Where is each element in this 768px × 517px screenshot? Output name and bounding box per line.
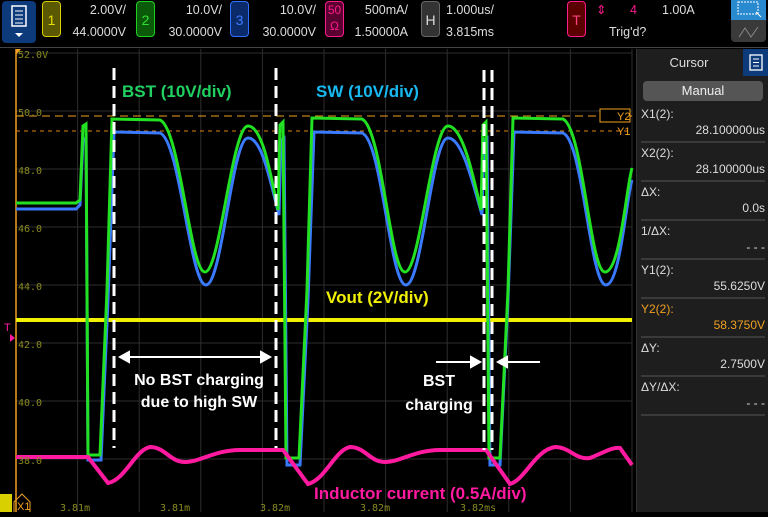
channel-3-button[interactable]: 3 xyxy=(230,1,249,37)
cursor-readout-row: ΔX: 0.0s xyxy=(641,183,765,221)
y1-marker[interactable]: Y1 xyxy=(617,126,630,138)
readout-value: 28.100000us xyxy=(695,162,765,176)
bst-charging-label: BST charging xyxy=(394,370,484,418)
zoom-box-icon xyxy=(737,1,762,18)
readout-label: X2(2): xyxy=(641,146,674,160)
vout-label: Vout (2V/div) xyxy=(326,288,429,307)
readout-value: 55.6250V xyxy=(713,279,765,293)
cursor-mode-button[interactable]: Manual xyxy=(643,81,763,101)
horizontal-button[interactable]: H xyxy=(421,1,440,37)
readout-value: 58.3750V xyxy=(713,318,765,332)
readout-label: Y2(2): xyxy=(641,302,674,316)
trigger-edge-icon: ⇕ xyxy=(596,3,607,17)
bst-charging-line1: BST xyxy=(423,373,455,390)
trigger-level-marker[interactable]: T xyxy=(4,322,11,334)
no-bst-line1: No BST charging xyxy=(134,372,264,389)
panel-menu-button[interactable] xyxy=(743,49,768,76)
arrow-head xyxy=(470,355,483,369)
y-axis-label: 38.0 xyxy=(18,456,42,467)
x-axis-label: 3.81m xyxy=(160,503,190,512)
cursor-panel: Cursor Manual X1(2): 28.100000us X2(2): 28.… xyxy=(636,49,768,512)
touch-mode-button[interactable] xyxy=(731,20,766,42)
channel-1-button[interactable]: 1 xyxy=(42,1,61,37)
readout-label: X1(2): xyxy=(641,107,674,121)
ch4-impedance: Ω xyxy=(330,19,339,33)
waveform-icon xyxy=(738,26,759,38)
trigger-button[interactable]: T xyxy=(567,1,586,37)
y-axis-label: 50.0 xyxy=(18,108,42,119)
cursor-readout-row: X1(2): 28.100000us xyxy=(641,105,765,143)
readout-label: ΔY: xyxy=(641,341,660,355)
ch4-offset: 1.50000A xyxy=(354,25,408,39)
bst-label: BST (10V/div) xyxy=(122,82,232,101)
y-axis-label: 40.0 xyxy=(18,398,42,409)
ch1-ground-marker[interactable] xyxy=(0,494,12,512)
x-axis-label: 3.82m xyxy=(260,503,290,512)
ch4-scale: 500mA/ xyxy=(364,3,408,17)
inductor-current-label: Inductor current (0.5A/div) xyxy=(314,484,527,503)
readout-label: ΔX: xyxy=(641,185,661,199)
readout-value: - - - xyxy=(746,240,765,254)
sw-trace xyxy=(16,130,634,467)
cursor-readout-row: 1/ΔX: - - - xyxy=(641,222,765,260)
readout-value: 0.0s xyxy=(742,201,765,215)
trigger-source: 4 xyxy=(630,3,637,17)
sw-label: SW (10V/div) xyxy=(316,82,419,101)
y-axis-label: 52.0V xyxy=(18,50,48,61)
y2-marker[interactable]: Y2 xyxy=(617,111,630,123)
y-axis-label: 46.0 xyxy=(18,224,42,235)
arrow-head xyxy=(495,355,508,369)
ch3-scale: 10.0V/ xyxy=(279,3,316,17)
tab-cursor[interactable]: Cursor xyxy=(669,55,709,70)
ch4-label: 50 xyxy=(327,3,342,17)
trigger-status: Trig'd? xyxy=(609,25,647,39)
readout-label: 1/ΔX: xyxy=(641,224,671,238)
ch2-scale: 10.0V/ xyxy=(185,3,222,17)
channel-4-button[interactable]: 50 Ω xyxy=(325,1,344,37)
trigger-level: 1.00A xyxy=(662,3,695,17)
y-axis-label: 42.0 xyxy=(18,340,42,351)
ch2-offset: 30.0000V xyxy=(168,25,222,39)
menu-icon xyxy=(749,54,763,71)
x1-marker[interactable]: X1 xyxy=(17,501,30,513)
ch1-offset: 44.0000V xyxy=(72,25,126,39)
menu-icon xyxy=(11,5,27,37)
time-delay: 3.815ms xyxy=(446,25,494,39)
no-bst-charging-label: No BST charging due to high SW xyxy=(124,370,274,414)
cursor-readout-row: ΔY: 2.7500V xyxy=(641,339,765,377)
ch3-offset: 30.0000V xyxy=(262,25,316,39)
y-axis-label: 44.0 xyxy=(18,282,42,293)
cursor-readout-row: Y2(2): 58.3750V xyxy=(641,300,765,338)
readout-label: Y1(2): xyxy=(641,263,674,277)
y-axis-label: 48.0 xyxy=(18,166,42,177)
x-axis-label: 3.81m xyxy=(60,503,90,512)
ch1-scale: 2.00V/ xyxy=(89,3,126,17)
arrow-heads xyxy=(117,350,273,364)
channel-2-button[interactable]: 2 xyxy=(136,1,155,37)
no-bst-line2: due to high SW xyxy=(140,394,258,411)
waveform-display[interactable]: 52.0V 50.0 48.0 46.0 44.0 42.0 40.0 38.0 3.81m 3… xyxy=(0,49,634,514)
readout-value: 2.7500V xyxy=(720,357,765,371)
x-axis-label: 3.82ms xyxy=(460,503,496,512)
readout-label: ΔY/ΔX: xyxy=(641,380,680,394)
time-scale: 1.000us/ xyxy=(446,3,494,17)
x1-marker-top xyxy=(16,49,21,55)
readout-value: - - - xyxy=(746,396,765,410)
cursor-readout-row: ΔY/ΔX: - - - xyxy=(641,378,765,416)
zoom-box-button[interactable] xyxy=(731,0,766,20)
cursor-readout-row: X2(2): 28.100000us xyxy=(641,144,765,182)
x-axis-label: 3.82m xyxy=(360,503,390,512)
bst-charging-line2: charging xyxy=(405,397,473,414)
cursor-readout-row: Y1(2): 55.6250V xyxy=(641,261,765,299)
main-menu-button[interactable] xyxy=(2,1,36,43)
toolbar: 1 2.00V/ 44.0000V 2 10.0V/ 30.0000V 3 10… xyxy=(0,0,768,48)
readout-value: 28.100000us xyxy=(695,123,765,137)
inductor-current-trace xyxy=(16,444,634,487)
bst-trace xyxy=(16,116,634,460)
